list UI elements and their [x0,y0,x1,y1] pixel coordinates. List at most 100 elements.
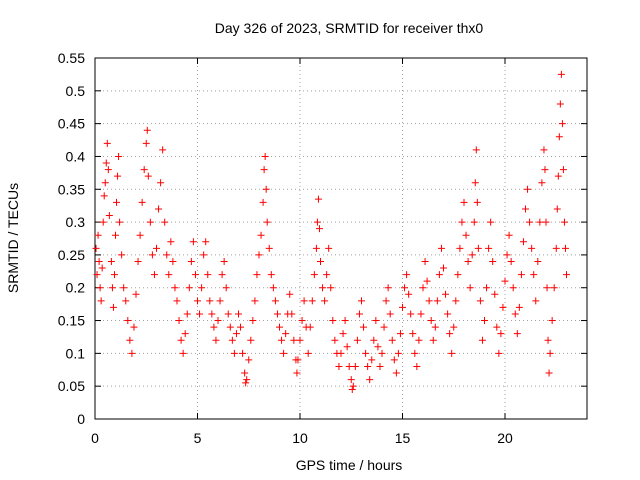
data-point [511,310,519,318]
data-point [446,330,454,338]
data-point [382,297,390,305]
y-tick-label: 0.1 [66,345,86,361]
data-point [99,218,107,226]
data-point [466,284,474,292]
data-point [474,244,482,252]
x-tick-label: 5 [194,430,202,446]
data-point [165,271,173,279]
data-point [392,369,400,377]
data-point [388,336,396,344]
data-point [144,172,152,180]
data-point [222,284,230,292]
data-point [312,244,320,252]
data-point [409,330,417,338]
data-point [294,356,302,364]
data-point [143,126,151,134]
data-point [544,336,552,344]
data-point [226,323,234,331]
data-point [478,336,486,344]
data-point [513,330,521,338]
data-point [159,146,167,154]
y-axis: 0 0.05 0.1 0.15 0.2 0.25 0.3 0.35 0.4 0.45 0.5 0.55 [58,50,587,427]
data-point [224,310,232,318]
data-point [353,336,361,344]
data-point [548,317,556,325]
data-point [262,185,270,193]
data-point [93,271,101,279]
data-point [394,349,402,357]
data-point [206,297,214,305]
data-point [374,343,382,351]
data-point [442,290,450,298]
y-tick-label: 0.45 [58,116,85,132]
data-point [134,257,142,265]
data-point [304,349,312,357]
data-point [337,349,345,357]
data-point [491,290,499,298]
data-point [194,297,201,305]
data-point [161,218,169,226]
data-point [95,257,103,265]
y-tick-label: 0.15 [58,313,85,329]
data-point [210,323,218,331]
data-point [507,257,515,265]
data-point [532,297,540,305]
data-point [269,284,277,292]
data-point [115,152,123,160]
data-point [372,317,380,325]
data-point [558,120,566,128]
data-point [380,323,388,331]
data-point [368,356,376,364]
data-point [515,303,523,311]
data-point [440,264,447,272]
data-point [401,284,409,292]
data-point [300,297,308,305]
data-point [319,284,327,292]
data-point [495,349,503,357]
data-point [349,382,357,390]
data-point [471,179,479,187]
data-point [550,284,558,292]
data-point [296,336,304,344]
data-point [452,297,460,305]
data-point [109,303,117,311]
data-point [198,284,206,292]
data-point [530,271,538,279]
data-point [472,146,480,154]
data-point [396,330,404,338]
y-tick-label: 0.4 [66,148,86,164]
data-point [259,198,267,206]
data-point [343,343,351,351]
data-point [538,179,546,187]
data-point [499,303,507,311]
data-point [351,362,359,370]
data-point [118,251,126,259]
data-point [107,257,115,265]
data-point [464,257,472,265]
data-point [456,244,464,252]
data-point [249,317,257,325]
data-point [286,290,294,298]
data-point [273,310,281,318]
data-point [245,356,253,364]
data-point [493,323,501,331]
data-point [204,271,212,279]
data-point [362,349,370,357]
data-point [293,369,301,377]
data-point [317,257,324,265]
data-point [175,317,183,325]
data-point [124,317,132,325]
data-point [171,284,179,292]
data-point [116,218,124,226]
data-point [271,297,279,305]
data-point [153,244,160,252]
data-point [563,271,570,279]
data-point [110,271,118,279]
y-tick-label: 0.3 [66,214,86,230]
data-point [212,336,220,344]
data-point [251,297,259,305]
data-point [140,166,148,174]
data-point [561,244,569,252]
data-point [485,244,493,252]
data-point [503,251,511,259]
